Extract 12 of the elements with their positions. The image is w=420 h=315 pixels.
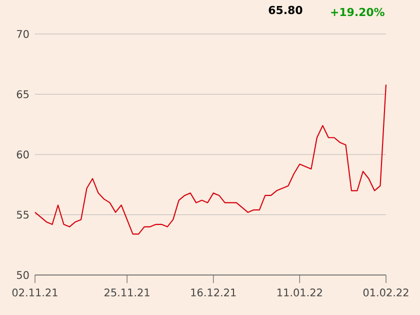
x-tick-label: 25.11.21 [104,288,150,296]
x-tick-label: 11.01.22 [278,288,322,296]
text: +19.20% [331,8,384,16]
y-tick-label: 65 [16,90,29,98]
x-tick-label: 01.02.22 [363,288,408,296]
y-tick-label: 60 [16,150,29,158]
y-tick-label: 50 [16,271,29,279]
y-tick-label: 70 [17,30,29,38]
y-tick-label: 55 [16,210,29,219]
text: 65.80 [268,6,302,14]
x-tick-label: 02.11.21 [12,288,58,296]
x-tick-label: 16.12.21 [191,288,236,296]
